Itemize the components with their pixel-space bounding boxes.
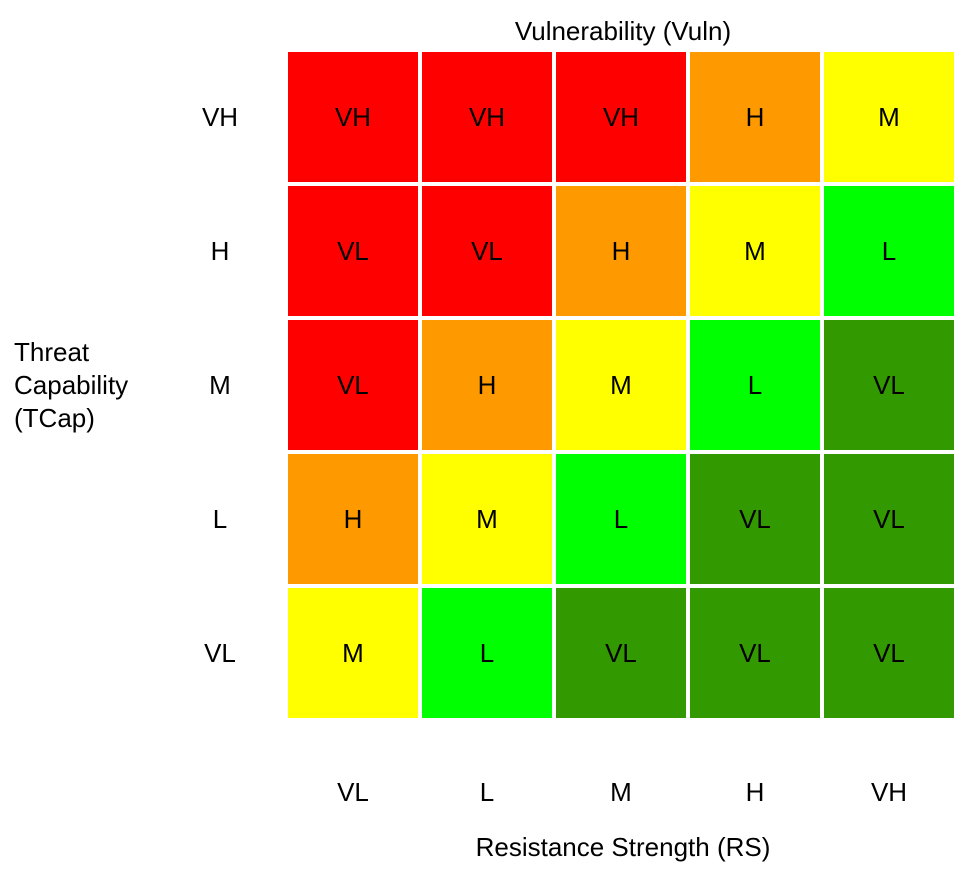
y-tick-label: H bbox=[210, 235, 230, 266]
chart-title: Vulnerability (Vuln) bbox=[514, 16, 732, 46]
y-tick-label: M bbox=[209, 369, 231, 400]
matrix-cell: L bbox=[422, 588, 552, 718]
matrix-cell: H bbox=[288, 454, 418, 584]
matrix-cell: M bbox=[690, 186, 820, 316]
matrix-cell: VL bbox=[690, 588, 820, 718]
matrix-cell: VH bbox=[288, 52, 418, 182]
y-tick-label: VH bbox=[201, 101, 239, 132]
y-tick-label: L bbox=[212, 503, 228, 534]
matrix-cell: VL bbox=[824, 588, 954, 718]
x-tick-label: VH bbox=[870, 776, 908, 807]
x-tick-label: L bbox=[479, 776, 495, 807]
y-axis-label-line: Capability bbox=[14, 370, 129, 400]
matrix-cell: M bbox=[422, 454, 552, 584]
matrix-cell: L bbox=[824, 186, 954, 316]
matrix-cell: H bbox=[556, 186, 686, 316]
matrix-cell: L bbox=[690, 320, 820, 450]
matrix-cell: VL bbox=[288, 320, 418, 450]
matrix-cell: VL bbox=[288, 186, 418, 316]
matrix-cell: VH bbox=[556, 52, 686, 182]
y-tick-label: VL bbox=[204, 637, 236, 668]
matrix-cell: VL bbox=[556, 588, 686, 718]
x-tick-label: M bbox=[610, 776, 632, 807]
matrix-cell: VL bbox=[824, 454, 954, 584]
matrix-cell: L bbox=[556, 454, 686, 584]
x-axis-label: Resistance Strength (RS) bbox=[475, 832, 771, 862]
matrix-cell: VL bbox=[690, 454, 820, 584]
matrix-cell: VL bbox=[422, 186, 552, 316]
y-axis-label-line: Threat bbox=[14, 337, 90, 367]
matrix-cell: M bbox=[824, 52, 954, 182]
x-tick-label: H bbox=[745, 776, 765, 807]
matrix-cell: VL bbox=[824, 320, 954, 450]
x-tick-label: VL bbox=[337, 776, 369, 807]
matrix-cell: M bbox=[556, 320, 686, 450]
matrix-cell: H bbox=[690, 52, 820, 182]
matrix-cell: H bbox=[422, 320, 552, 450]
matrix-cell: VH bbox=[422, 52, 552, 182]
y-axis-label: Threat Capability (TCap) bbox=[14, 336, 128, 435]
matrix-cell: M bbox=[288, 588, 418, 718]
y-axis-label-line: (TCap) bbox=[14, 403, 95, 433]
